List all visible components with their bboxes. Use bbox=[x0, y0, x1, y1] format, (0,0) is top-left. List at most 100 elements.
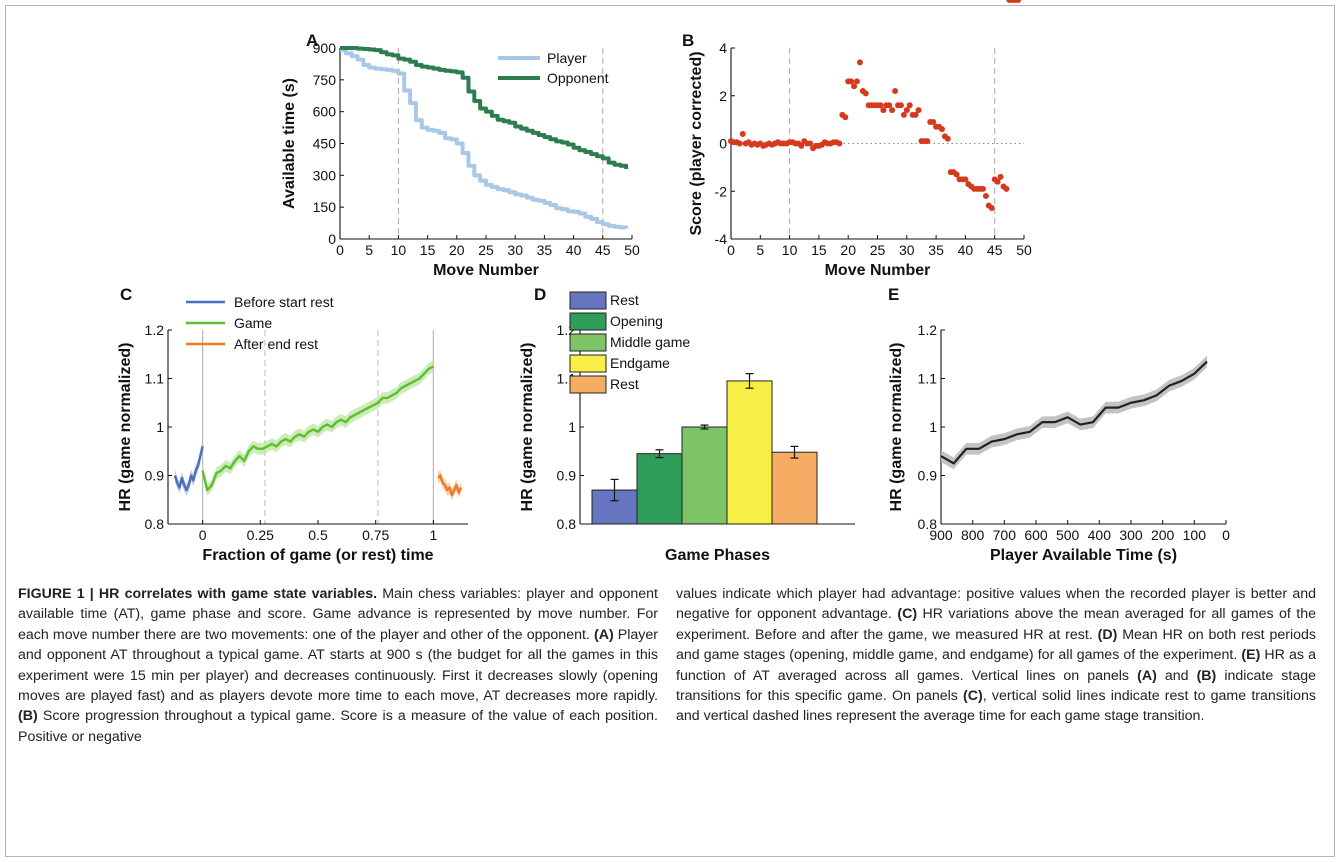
y-tick-label: 900 bbox=[313, 40, 337, 56]
y-tick-label: 0.8 bbox=[557, 516, 577, 532]
panel-c: 0.8 0.9 1 1.1 1.2 0 0.25 0.5 0.75 1 Fraction of ga… bbox=[117, 285, 468, 564]
y-tick-label: 600 bbox=[313, 104, 337, 120]
score-point bbox=[962, 176, 969, 183]
y-tick-label: 150 bbox=[313, 199, 337, 215]
score-point bbox=[982, 193, 989, 200]
y-tick-label: 0.9 bbox=[145, 468, 165, 484]
score-point bbox=[862, 90, 869, 97]
score-point bbox=[892, 87, 899, 94]
legend-label: Rest bbox=[610, 376, 639, 392]
x-tick-label: 0.5 bbox=[308, 527, 328, 543]
caption-right-t2: indicate stage transitions for this spec… bbox=[676, 667, 1316, 705]
caption-right: values indicate which player had advanta… bbox=[676, 584, 1316, 727]
score-point bbox=[903, 107, 910, 114]
score-point bbox=[897, 102, 904, 109]
series-line bbox=[437, 474, 463, 497]
bar-rest bbox=[771, 451, 818, 525]
caption-c-text: HR variations above the mean averaged fo… bbox=[676, 606, 1316, 643]
legend-label: Before start rest bbox=[234, 294, 334, 310]
x-tick-label: 50 bbox=[1016, 242, 1032, 258]
legend-label: Rest bbox=[610, 292, 639, 308]
y-tick-label: 1.1 bbox=[145, 371, 165, 387]
panel-letter: D bbox=[534, 285, 546, 304]
panel-a: 0 150 300 450 600 750 900 0 5 10 15 20 25 30 35 40 45 50 M… bbox=[281, 31, 640, 279]
bar-opening bbox=[636, 453, 683, 525]
score-point bbox=[848, 78, 855, 85]
score-point bbox=[938, 126, 945, 133]
x-tick-label: 0 bbox=[199, 527, 207, 543]
panel-letter: B bbox=[682, 31, 694, 50]
score-point bbox=[853, 78, 860, 85]
y-tick-label: 300 bbox=[313, 167, 337, 183]
confidence-band bbox=[202, 360, 434, 496]
caption-left: FIGURE 1 | HR correlates with game state… bbox=[18, 584, 658, 747]
legend-label: Middle game bbox=[610, 334, 690, 350]
x-axis-label: Game Phases bbox=[665, 547, 770, 564]
score-point bbox=[880, 107, 887, 114]
x-tick-label: 40 bbox=[566, 242, 582, 258]
x-tick-label: 15 bbox=[420, 242, 436, 258]
score-point bbox=[906, 102, 913, 109]
panel-e: 0.8 0.9 1 1.1 1.2 900 800 700 600 500 400 300 200 100… bbox=[888, 285, 1230, 564]
x-tick-label: 45 bbox=[595, 242, 611, 258]
y-tick-label: 4 bbox=[719, 40, 727, 56]
x-tick-label: 30 bbox=[507, 242, 523, 258]
bar-endgame bbox=[726, 380, 773, 525]
series-line-player bbox=[340, 48, 629, 230]
x-tick-label: 0.75 bbox=[362, 527, 389, 543]
score-point bbox=[944, 135, 951, 142]
x-tick-label: 200 bbox=[1151, 527, 1175, 543]
x-tick-label: 100 bbox=[1183, 527, 1207, 543]
caption-e-text: HR as a function of AT averaged across a… bbox=[676, 647, 1316, 684]
series-line bbox=[173, 446, 204, 492]
y-axis-label: HR (game normalized) bbox=[519, 343, 536, 512]
confidence-band bbox=[438, 469, 462, 501]
score-point bbox=[856, 59, 863, 66]
score-point bbox=[807, 140, 814, 147]
bar-middle-game bbox=[681, 426, 728, 525]
x-tick-label: 400 bbox=[1088, 527, 1112, 543]
legend-label: After end rest bbox=[234, 336, 318, 352]
score-point bbox=[994, 178, 1001, 185]
panel-letter: C bbox=[120, 285, 132, 304]
caption-right-t3: , vertical solid lines indicate rest to … bbox=[676, 688, 1316, 725]
score-point bbox=[842, 114, 849, 121]
caption-c-label: (C) bbox=[897, 606, 918, 623]
x-axis-label: Move Number bbox=[825, 262, 931, 279]
x-tick-label: 0 bbox=[727, 242, 735, 258]
figure-label: FIGURE 1 | HR correlates with game state… bbox=[18, 586, 378, 602]
series-line bbox=[201, 365, 434, 492]
x-axis-label: Player Available Time (s) bbox=[990, 547, 1177, 564]
y-tick-label: 0.8 bbox=[918, 516, 938, 532]
legend-swatch bbox=[569, 354, 607, 373]
score-point bbox=[1015, 0, 1022, 3]
x-tick-label: 40 bbox=[958, 242, 974, 258]
legend-swatch bbox=[569, 312, 607, 331]
panel-letter: E bbox=[888, 285, 899, 304]
x-tick-label: 600 bbox=[1024, 527, 1048, 543]
caption-b-text: Score progression throughout a typical g… bbox=[18, 708, 658, 745]
x-tick-label: 0 bbox=[336, 242, 344, 258]
y-tick-label: 750 bbox=[313, 72, 337, 88]
y-tick-label: 0.9 bbox=[918, 468, 938, 484]
score-point bbox=[997, 173, 1004, 180]
score-point bbox=[798, 142, 805, 149]
legend-label: Opening bbox=[610, 313, 663, 329]
score-point bbox=[736, 140, 743, 147]
y-tick-label: 450 bbox=[313, 136, 337, 152]
x-tick-label: 300 bbox=[1119, 527, 1143, 543]
caption-b-ref: (B) bbox=[1196, 667, 1217, 684]
caption-and: and bbox=[1156, 667, 1197, 684]
score-point bbox=[988, 204, 995, 211]
y-tick-label: 1 bbox=[929, 419, 937, 435]
x-tick-label: 0 bbox=[1222, 527, 1230, 543]
x-tick-label: 30 bbox=[899, 242, 915, 258]
y-axis-label: Available time (s) bbox=[281, 78, 298, 209]
x-tick-label: 5 bbox=[365, 242, 373, 258]
x-tick-label: 900 bbox=[929, 527, 953, 543]
score-point bbox=[953, 171, 960, 178]
y-tick-label: 1.2 bbox=[918, 322, 938, 338]
score-point bbox=[886, 102, 893, 109]
y-axis-label: HR (game normalized) bbox=[117, 343, 134, 512]
